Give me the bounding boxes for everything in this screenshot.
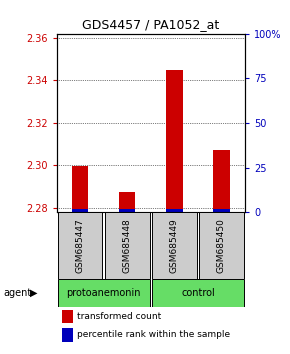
Bar bbox=[58, 212, 102, 279]
Bar bbox=[166, 70, 183, 212]
Text: GSM685447: GSM685447 bbox=[76, 218, 85, 273]
Text: agent: agent bbox=[3, 288, 31, 298]
Bar bbox=[58, 279, 150, 307]
Text: ▶: ▶ bbox=[30, 288, 38, 298]
Text: protoanemonin: protoanemonin bbox=[66, 288, 141, 298]
Bar bbox=[152, 279, 244, 307]
Text: transformed count: transformed count bbox=[77, 312, 162, 321]
Bar bbox=[199, 212, 244, 279]
Bar bbox=[166, 209, 183, 212]
Text: GSM685448: GSM685448 bbox=[123, 218, 132, 273]
Bar bbox=[213, 209, 230, 212]
Bar bbox=[152, 212, 197, 279]
Bar bbox=[105, 212, 150, 279]
Bar bbox=[62, 310, 72, 324]
Text: control: control bbox=[181, 288, 215, 298]
Bar bbox=[72, 166, 88, 212]
Title: GDS4457 / PA1052_at: GDS4457 / PA1052_at bbox=[82, 18, 220, 31]
Text: GSM685449: GSM685449 bbox=[170, 218, 179, 273]
Bar bbox=[213, 149, 230, 212]
Bar bbox=[72, 209, 88, 212]
Text: percentile rank within the sample: percentile rank within the sample bbox=[77, 330, 231, 339]
Bar bbox=[119, 192, 135, 212]
Bar bbox=[62, 328, 72, 342]
Bar bbox=[119, 209, 135, 212]
Text: GSM685450: GSM685450 bbox=[217, 218, 226, 273]
